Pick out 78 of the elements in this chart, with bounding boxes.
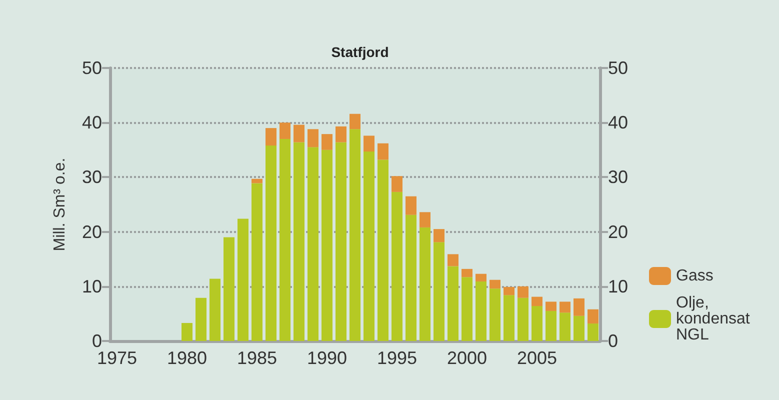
bar	[476, 274, 486, 282]
x-tick-label: 1980	[166, 348, 208, 368]
bar	[476, 281, 486, 341]
bar	[560, 312, 570, 341]
bar	[546, 310, 556, 341]
bar	[294, 124, 304, 142]
x-tick-label: 1990	[306, 348, 348, 368]
bar	[280, 138, 290, 341]
bar	[224, 237, 234, 341]
x-tick-label: 1995	[376, 348, 418, 368]
bar	[518, 286, 528, 298]
bar	[252, 183, 262, 341]
bar	[322, 150, 332, 341]
x-tick-label: 1985	[236, 348, 278, 368]
bar	[406, 196, 416, 215]
bar	[588, 324, 598, 341]
bar	[406, 214, 416, 341]
bar	[546, 302, 556, 311]
x-tick-label: 1975	[96, 348, 138, 368]
bar	[182, 322, 192, 341]
bar	[378, 160, 388, 341]
bar	[322, 134, 332, 150]
bar	[308, 129, 318, 148]
bar	[518, 298, 528, 341]
x-tick-label: 2005	[516, 348, 558, 368]
y-tick-label: 30	[82, 167, 102, 188]
bar	[504, 286, 514, 296]
bar	[392, 176, 402, 192]
bar	[462, 277, 472, 341]
bar	[420, 227, 430, 341]
bar	[210, 278, 220, 341]
y2-tick-label: 50	[608, 58, 628, 78]
y2-tick-label: 30	[608, 167, 628, 188]
legend-label: Olje, kondensat NGL	[676, 294, 754, 344]
bar	[196, 298, 206, 341]
bar	[574, 316, 584, 341]
bar	[266, 146, 276, 341]
bar	[574, 298, 584, 316]
bar	[490, 288, 500, 341]
bar	[462, 268, 472, 278]
chart-title: Statfjord	[331, 44, 389, 60]
y-tick-label: 0	[92, 331, 102, 351]
x-tick-label: 2000	[446, 348, 488, 368]
bar	[336, 126, 346, 142]
y2-tick-label: 40	[608, 112, 628, 133]
y-tick-label: 40	[82, 112, 102, 133]
bar	[448, 266, 458, 341]
y2-tick-label: 0	[608, 331, 618, 351]
bar	[434, 242, 444, 341]
bar	[378, 143, 388, 160]
bar	[364, 136, 374, 152]
y-tick-label: 20	[82, 222, 102, 242]
bar	[238, 218, 248, 341]
bar	[252, 178, 262, 184]
bar	[532, 296, 542, 306]
bar	[350, 129, 360, 341]
bar	[448, 254, 458, 266]
y-tick-label: 10	[82, 276, 102, 296]
bar	[308, 147, 318, 341]
bar	[588, 309, 598, 324]
y-axis-title: Mill. Sm³ o.e.	[52, 158, 68, 252]
bar	[560, 302, 570, 313]
bar	[392, 192, 402, 341]
bar	[490, 280, 500, 289]
bar	[434, 229, 444, 242]
bar	[420, 212, 430, 228]
bar	[364, 152, 374, 341]
bar	[336, 142, 346, 341]
bar	[280, 122, 290, 139]
bar	[350, 114, 360, 130]
bar	[504, 295, 514, 341]
y2-tick-label: 10	[608, 276, 628, 296]
y-tick-label: 50	[82, 58, 102, 78]
bar	[294, 142, 304, 341]
bar	[532, 306, 542, 341]
bar	[266, 128, 276, 146]
legend-label: Gass	[676, 268, 714, 284]
y2-tick-label: 20	[608, 222, 628, 242]
